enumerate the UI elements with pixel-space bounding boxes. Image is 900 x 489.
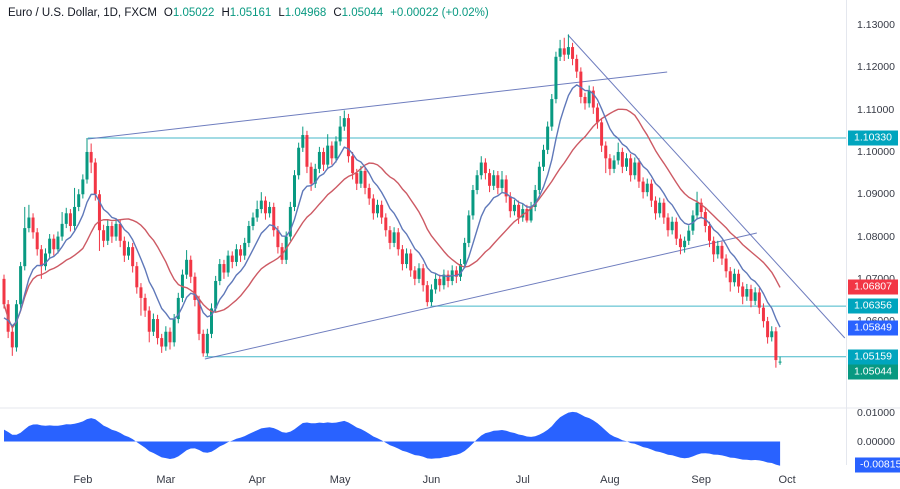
indicator-axis-label: 0.01000	[857, 407, 895, 419]
price-axis-label: 1.08000	[857, 230, 895, 243]
price-axis-label: 1.10000	[857, 145, 895, 158]
time-axis-label-aug: Aug	[600, 474, 620, 486]
price-axis-label: 1.12000	[857, 61, 895, 74]
chart-legend[interactable]: Euro / U.S. Dollar, 1D, FXCM O1.05022 H1…	[8, 7, 489, 19]
time-axis-label-jul: Jul	[515, 474, 530, 486]
price-axis-label: 1.09000	[857, 188, 895, 201]
ohlc-high: H1.05161	[221, 7, 272, 19]
indicator-value-badge: -0.00815	[855, 457, 900, 473]
price-axis-label: 1.13000	[857, 19, 895, 32]
ohlc-open: O1.05022	[163, 7, 215, 19]
change-readout: +0.00022 (+0.02%)	[390, 7, 489, 19]
time-axis-label-sep: Sep	[691, 474, 711, 486]
ohlc-low: L1.04968	[278, 7, 327, 19]
time-axis-label-oct: Oct	[778, 474, 796, 486]
price-badge-ma-red: 1.06807	[848, 279, 898, 295]
time-axis-label-may: May	[329, 474, 351, 486]
ohlc-close: C1.05044	[333, 7, 384, 19]
price-badge-last-price: 1.05044	[848, 364, 898, 380]
time-axis-label-jun: Jun	[422, 474, 441, 486]
price-badge-level: 1.05159	[848, 349, 898, 365]
time-axis-label-mar: Mar	[156, 474, 176, 486]
price-badge-ma-blue: 1.05849	[848, 320, 898, 336]
time-axis-label-apr: Apr	[248, 474, 266, 486]
symbol-title: Euro / U.S. Dollar, 1D, FXCM	[8, 7, 157, 19]
price-axis-label: 1.11000	[857, 103, 895, 116]
price-badge-level: 1.10330	[848, 130, 898, 146]
price-badge-level: 1.06356	[848, 298, 898, 314]
indicator-axis-label: 0.00000	[857, 435, 895, 448]
time-axis-label-feb: Feb	[73, 474, 93, 486]
